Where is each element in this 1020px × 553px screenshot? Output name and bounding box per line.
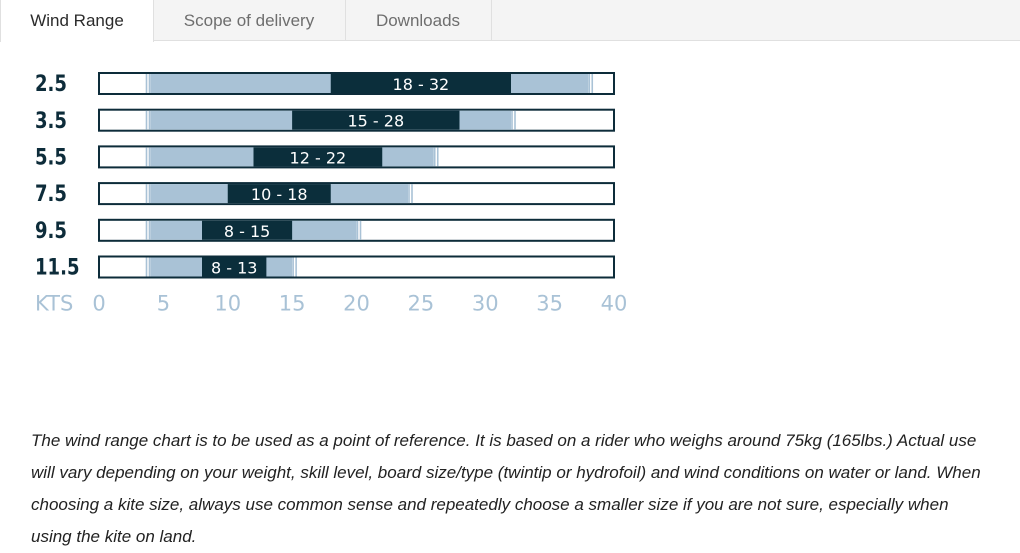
x-tick-label: 20: [343, 292, 370, 316]
x-tick-label: 10: [214, 292, 241, 316]
core-range-label: 18 - 32: [393, 75, 450, 94]
x-tick-label: 0: [92, 292, 105, 316]
x-tick-label: 25: [408, 292, 435, 316]
core-range-bar: [227, 184, 331, 204]
kite-size-label: 7.5: [35, 180, 67, 206]
core-range-bar: [292, 110, 460, 130]
core-range-label: 8 - 15: [224, 222, 270, 241]
x-tick-label: 30: [472, 292, 499, 316]
kite-size-label: 11.5: [35, 254, 79, 280]
tab-scope-of-delivery[interactable]: Scope of delivery: [153, 0, 346, 41]
core-range-bar: [253, 147, 383, 167]
x-tick-label: 5: [157, 292, 170, 316]
tab-scope-of-delivery-label: Scope of delivery: [183, 10, 315, 30]
tab-downloads-label: Downloads: [375, 10, 461, 30]
axis-unit-label: KTS: [35, 292, 73, 316]
tab-downloads[interactable]: Downloads: [345, 0, 492, 41]
kite-size-label: 9.5: [35, 217, 67, 243]
core-range-bar: [202, 257, 267, 277]
x-tick-label: 40: [601, 292, 628, 316]
kite-size-label: 3.5: [35, 107, 67, 133]
x-tick-label: 15: [279, 292, 306, 316]
tab-wind-range[interactable]: Wind Range: [0, 0, 154, 42]
kite-size-label: 5.5: [35, 144, 67, 170]
x-tick-label: 35: [536, 292, 563, 316]
core-range-label: 8 - 13: [211, 259, 257, 278]
wind-range-chart: 2.5 18 - 32 3.5 15 - 28 5.5 12 - 22 7.5 10 - 18…: [35, 70, 628, 316]
core-range-bar: [202, 220, 293, 240]
tab-wind-range-label: Wind Range: [30, 11, 124, 30]
core-range-label: 10 - 18: [251, 185, 308, 204]
core-range-bar: [330, 74, 511, 93]
tab-bar: Wind Range Scope of delivery Downloads: [0, 0, 1020, 42]
kite-size-label: 2.5: [35, 70, 67, 96]
wind-range-note: The wind range chart is to be used as a …: [31, 431, 981, 546]
core-range-label: 12 - 22: [290, 148, 347, 167]
core-range-label: 15 - 28: [347, 112, 404, 131]
